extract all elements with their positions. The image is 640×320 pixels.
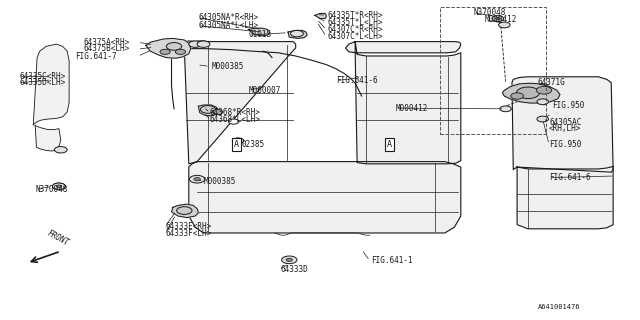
Circle shape: [212, 109, 223, 115]
Text: 64335T*R<RH>: 64335T*R<RH>: [328, 11, 383, 20]
Text: 64307C*L<LH>: 64307C*L<LH>: [328, 32, 383, 41]
Circle shape: [500, 106, 511, 112]
Polygon shape: [172, 204, 198, 218]
Text: 64335D<LH>: 64335D<LH>: [19, 78, 65, 87]
Polygon shape: [180, 41, 296, 164]
Text: <RH,LH>: <RH,LH>: [549, 124, 582, 133]
Circle shape: [177, 207, 192, 214]
Text: M000385: M000385: [211, 62, 244, 71]
Text: 64305NA*L<LH>: 64305NA*L<LH>: [198, 21, 259, 30]
Polygon shape: [189, 162, 461, 233]
Circle shape: [537, 99, 548, 105]
Text: 64368*L<LH>: 64368*L<LH>: [210, 115, 260, 124]
Polygon shape: [35, 125, 61, 151]
Text: A: A: [387, 140, 392, 149]
Text: FIG.641-6: FIG.641-6: [336, 76, 378, 85]
Circle shape: [492, 16, 504, 21]
Text: FIG.950: FIG.950: [549, 140, 582, 149]
Text: 64333E<RH>: 64333E<RH>: [165, 222, 211, 231]
Text: 64305AC: 64305AC: [549, 118, 582, 127]
Text: 0101S: 0101S: [248, 30, 271, 39]
Circle shape: [200, 106, 216, 113]
Text: FIG.641-6: FIG.641-6: [549, 173, 591, 182]
Text: FIG.641-1: FIG.641-1: [371, 256, 413, 265]
Text: 02385: 02385: [242, 140, 265, 149]
Circle shape: [511, 93, 524, 99]
Text: 64335T*L<LH>: 64335T*L<LH>: [328, 18, 383, 27]
Text: 64305NA*R<RH>: 64305NA*R<RH>: [198, 13, 259, 22]
Polygon shape: [512, 77, 613, 172]
Text: 64368*R<RH>: 64368*R<RH>: [210, 108, 260, 117]
Circle shape: [52, 183, 65, 189]
Text: A641001476: A641001476: [538, 304, 580, 309]
Polygon shape: [146, 38, 191, 58]
Polygon shape: [502, 83, 560, 103]
Text: M000412: M000412: [396, 104, 428, 113]
Polygon shape: [315, 13, 326, 19]
Circle shape: [175, 49, 186, 54]
Text: 64335C<RH>: 64335C<RH>: [19, 72, 65, 81]
Circle shape: [499, 22, 510, 28]
Text: N370048: N370048: [474, 8, 506, 17]
Circle shape: [291, 30, 303, 37]
Text: M000385: M000385: [204, 177, 236, 186]
Text: M060007: M060007: [248, 86, 281, 95]
Text: FIG.641-7: FIG.641-7: [76, 52, 117, 61]
Text: 64375A<RH>: 64375A<RH>: [83, 38, 129, 47]
Circle shape: [197, 41, 210, 47]
Text: A: A: [234, 140, 239, 149]
Circle shape: [54, 147, 67, 153]
Circle shape: [189, 175, 205, 183]
Bar: [440, 7, 546, 134]
Text: 64333D: 64333D: [280, 265, 308, 274]
Circle shape: [52, 183, 65, 189]
Circle shape: [166, 43, 182, 50]
Circle shape: [286, 258, 292, 261]
Circle shape: [536, 86, 552, 94]
Circle shape: [232, 138, 244, 144]
Polygon shape: [517, 166, 613, 229]
Polygon shape: [346, 42, 461, 164]
Polygon shape: [248, 28, 270, 36]
Text: FRONT: FRONT: [46, 229, 71, 248]
Circle shape: [160, 49, 170, 54]
Text: 64375B<LH>: 64375B<LH>: [83, 44, 129, 53]
Circle shape: [495, 17, 500, 20]
Text: 64371G: 64371G: [538, 78, 565, 87]
Circle shape: [537, 116, 548, 122]
Polygon shape: [288, 30, 307, 38]
Circle shape: [56, 185, 61, 188]
Text: N370048: N370048: [35, 185, 68, 194]
Circle shape: [189, 41, 202, 47]
Polygon shape: [33, 44, 69, 125]
Text: FIG.950: FIG.950: [552, 101, 584, 110]
Circle shape: [516, 87, 540, 99]
Text: 64333F<LH>: 64333F<LH>: [165, 229, 211, 238]
Text: M000412: M000412: [485, 15, 518, 24]
Circle shape: [228, 119, 239, 124]
Circle shape: [194, 178, 200, 181]
Text: 64307C*R<RH>: 64307C*R<RH>: [328, 25, 383, 34]
Polygon shape: [198, 105, 219, 116]
Circle shape: [282, 256, 297, 264]
